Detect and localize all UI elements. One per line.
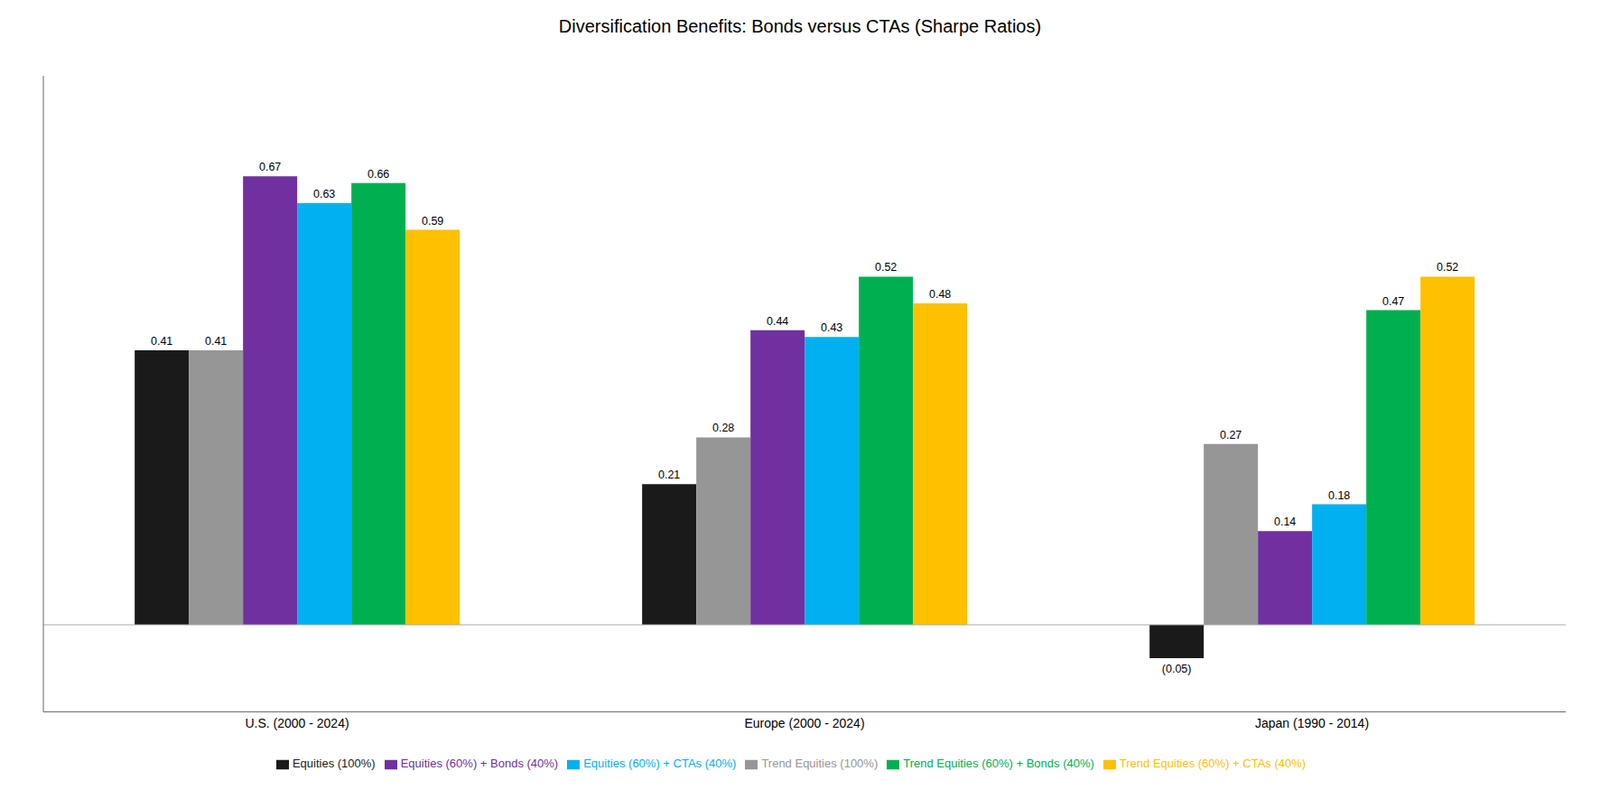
svg-text:Europe (2000 - 2024): Europe (2000 - 2024) [744,716,865,731]
svg-text:0.43: 0.43 [820,321,843,335]
svg-text:0.27: 0.27 [1219,428,1242,442]
svg-text:U.S. (2000 - 2024): U.S. (2000 - 2024) [244,716,349,731]
svg-text:(0.05): (0.05) [1162,662,1192,676]
svg-text:0.28: 0.28 [712,421,735,435]
svg-text:0.67: 0.67 [259,160,281,174]
html-text:Trend Equities (60%) + CTAs (4: Trend Equities (60%) + CTAs (40%) [1119,757,1306,771]
svg-text:0.41: 0.41 [204,334,227,348]
svg-text:0.52: 0.52 [874,260,897,274]
svg-text:0.52: 0.52 [1436,260,1459,274]
svg-text:0.48: 0.48 [929,288,951,301]
svg-text:0.44: 0.44 [766,315,789,328]
svg-text:0.41: 0.41 [150,334,173,348]
html-text:Equities (100%): Equities (100%) [292,757,376,771]
svg-text:0.18: 0.18 [1328,489,1350,503]
html-text:Trend Equities (100%): Trend Equities (100%) [761,757,878,771]
html-text:Trend Equities (60%) + Bonds (: Trend Equities (60%) + Bonds (40%) [903,757,1095,771]
svg-text:0.66: 0.66 [367,167,390,181]
svg-text:0.47: 0.47 [1382,295,1405,308]
svg-text:0.59: 0.59 [421,214,444,228]
svg-text:0.21: 0.21 [658,468,680,482]
svg-text:0.63: 0.63 [313,187,335,201]
html-text:Equities (60%) + Bonds (40%): Equities (60%) + Bonds (40%) [400,757,559,771]
svg-text:Japan (1990 - 2014): Japan (1990 - 2014) [1255,716,1369,731]
html-text:Diversification Benefits: Bond: Diversification Benefits: Bonds versus C… [558,16,1042,37]
html-text:Equities (60%) + CTAs (40%): Equities (60%) + CTAs (40%) [583,757,737,771]
svg-text:0.14: 0.14 [1274,515,1296,529]
